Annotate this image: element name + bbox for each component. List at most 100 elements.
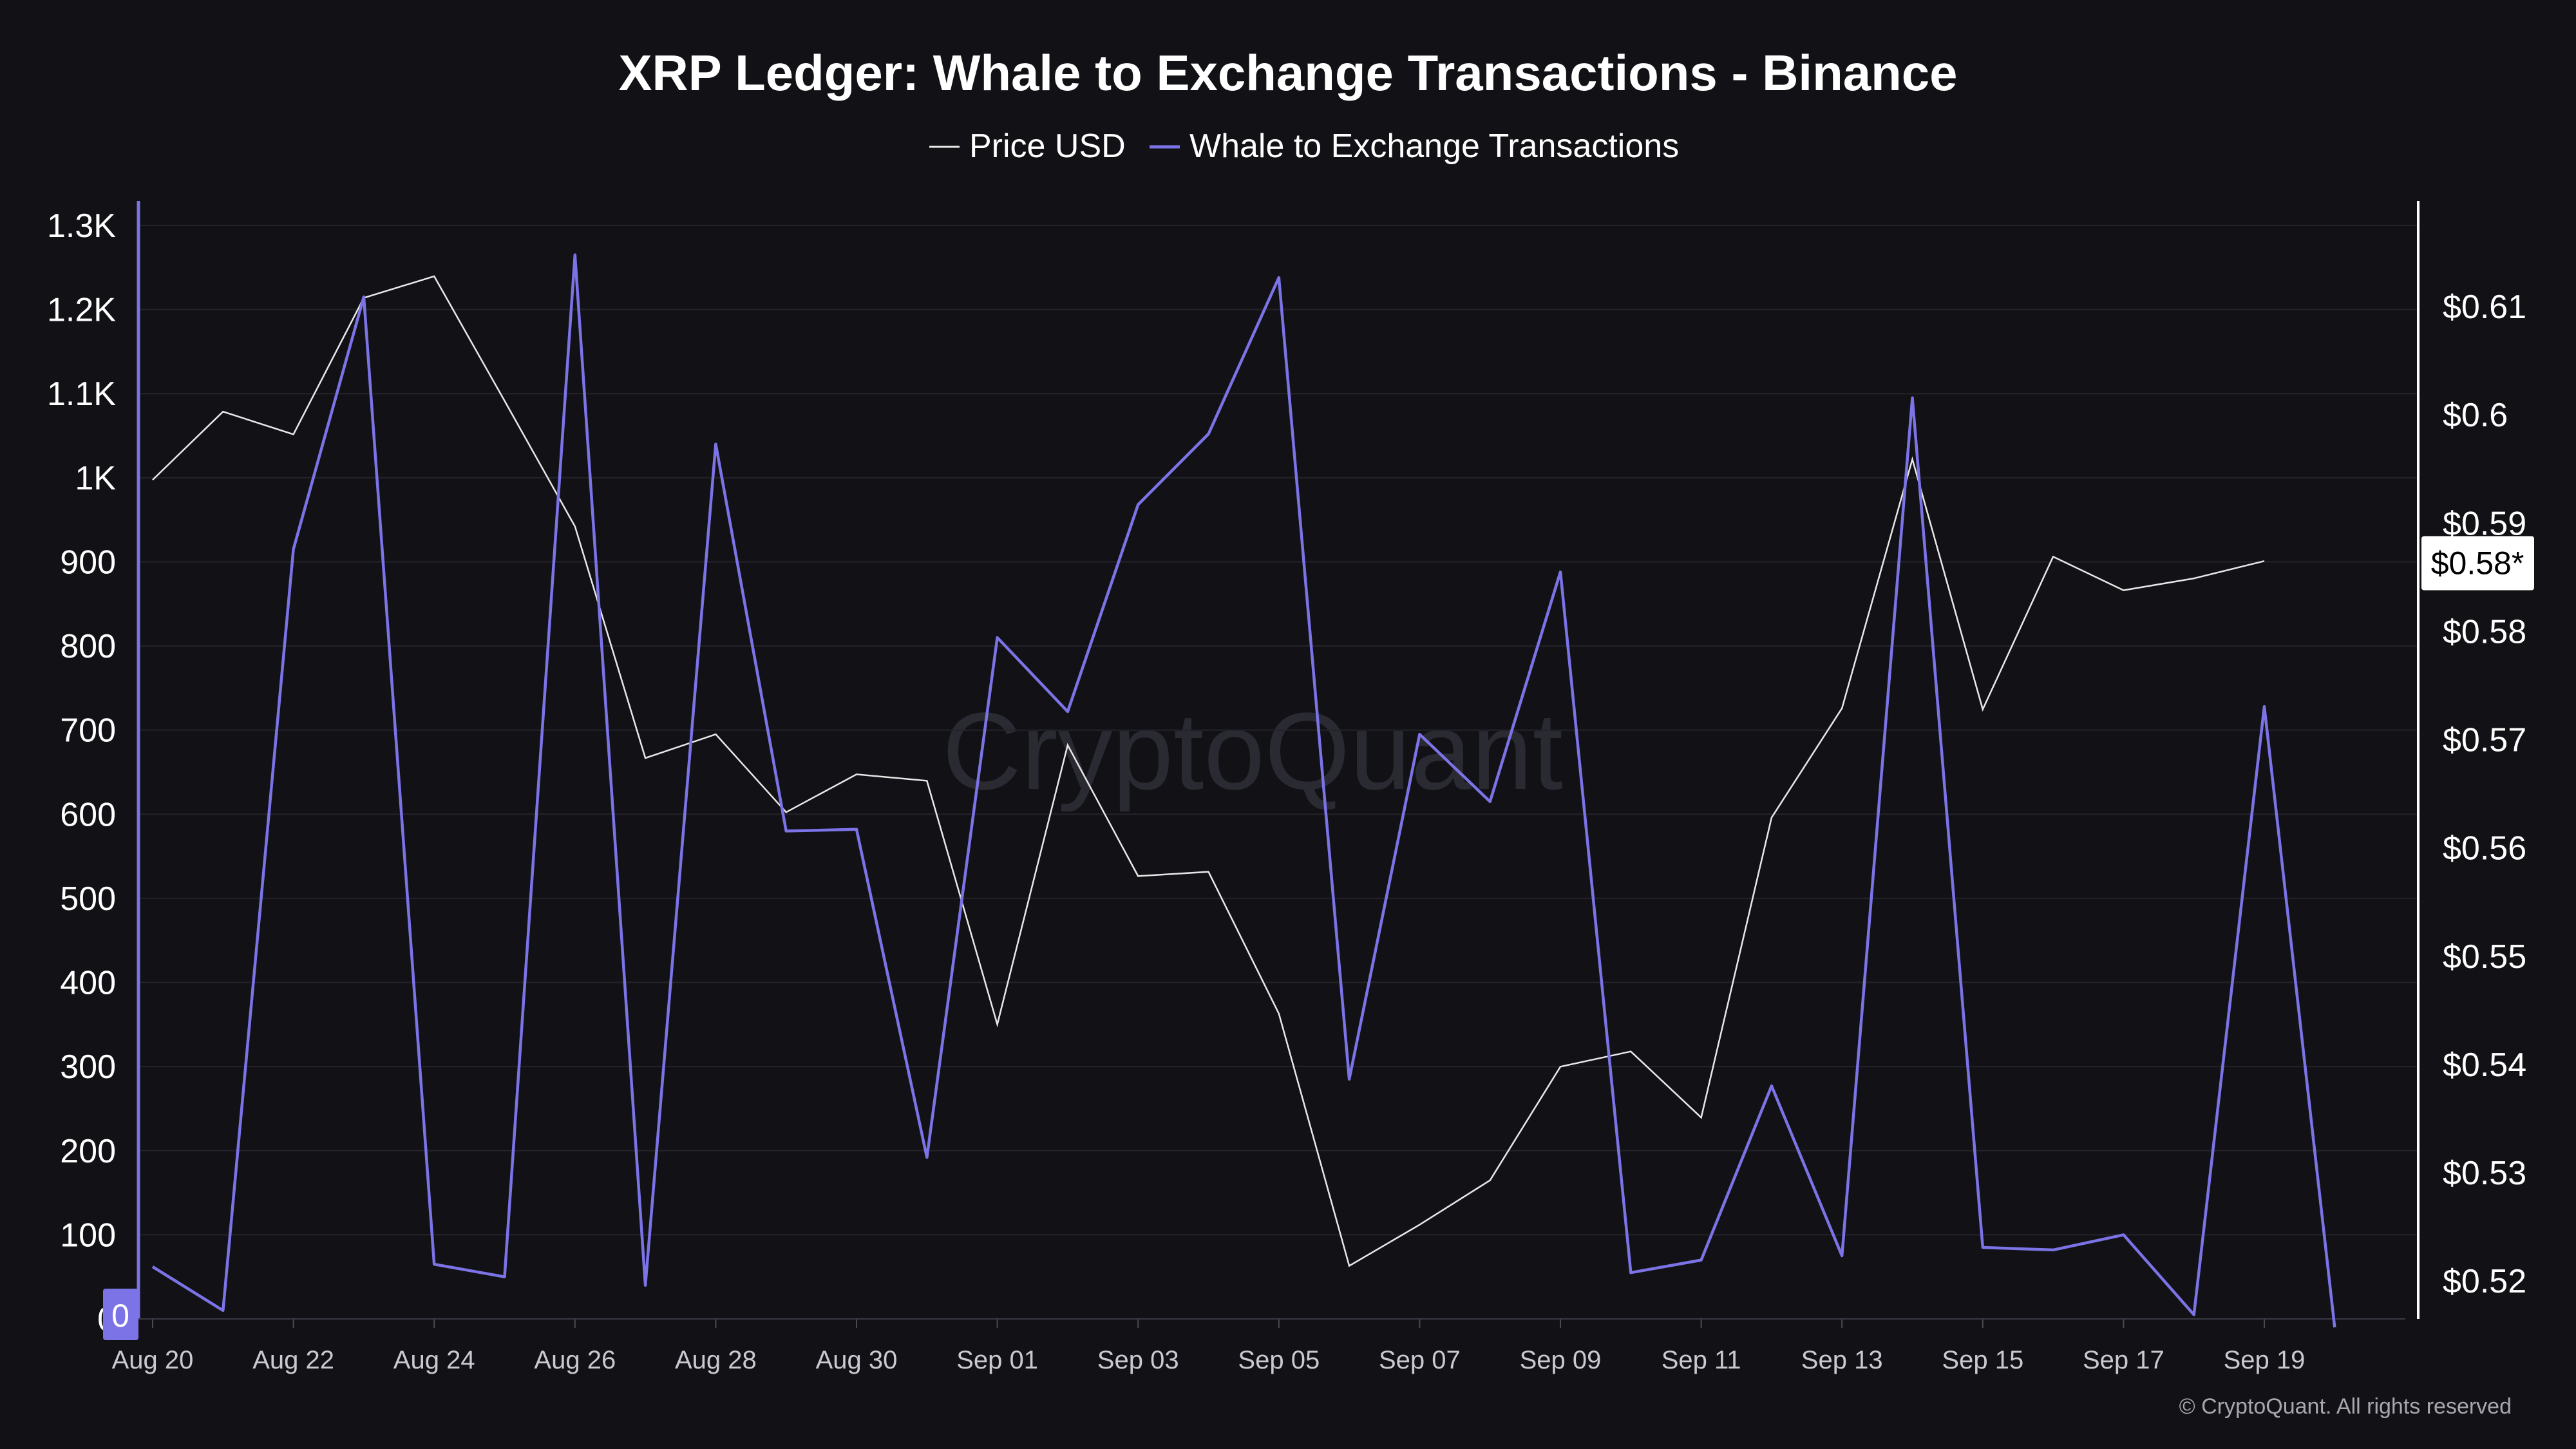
current-whale-badge-label: 0: [111, 1298, 129, 1334]
price-point-17: [1347, 1264, 1351, 1268]
x-tick-label-1: Aug 22: [252, 1346, 334, 1374]
whale-point-31: [2332, 1325, 2337, 1330]
whale-point-1: [220, 1308, 225, 1313]
whale-point-24: [1839, 1253, 1844, 1258]
series-whale-transactions-line[interactable]: [151, 253, 2336, 1328]
whale-point-12: [995, 635, 1000, 640]
left-tick-label-2: 200: [60, 1133, 116, 1170]
whale-point-15: [1206, 431, 1211, 437]
whale-point-3: [361, 294, 366, 299]
left-axis-ticks: 01002003004005006007008009001K1.1K1.2K1.…: [47, 207, 116, 1338]
price-point-25: [1911, 457, 1915, 461]
whale-point-27: [2050, 1247, 2056, 1253]
left-tick-label-13: 1.3K: [47, 207, 116, 245]
whale-point-19: [1488, 799, 1493, 804]
x-tick-label-3: Aug 26: [534, 1346, 616, 1374]
whale-point-8: [713, 442, 718, 447]
price-point-7: [643, 756, 647, 760]
left-tick-label-1: 100: [60, 1217, 116, 1254]
x-tick-label-9: Sep 07: [1379, 1346, 1461, 1374]
right-axis-ticks: $0.52$0.53$0.54$0.55$0.56$0.57$0.58$0.59…: [2443, 289, 2526, 1300]
whale-point-23: [1769, 1083, 1774, 1088]
x-axis-ticks: Aug 20 Aug 22 Aug 24 Aug 26 Aug 28 Aug 30 Sep …: [112, 1319, 2305, 1374]
price-point-22: [1700, 1115, 1703, 1119]
whale-point-6: [573, 252, 578, 258]
whale-point-28: [2121, 1232, 2126, 1237]
x-tick-label-0: Aug 20: [112, 1346, 194, 1374]
x-tick-label-2: Aug 24: [393, 1346, 475, 1374]
current-whale-badge: 0: [103, 1289, 138, 1340]
left-tick-label-12: 1.2K: [47, 292, 116, 329]
whale-point-13: [1065, 709, 1070, 714]
whale-point-20: [1558, 569, 1563, 574]
x-tick-label-12: Sep 13: [1801, 1346, 1883, 1374]
left-tick-label-10: 1K: [75, 460, 116, 497]
left-tick-label-9: 900: [60, 544, 116, 581]
right-tick-label-1: $0.53: [2443, 1155, 2526, 1192]
price-point-16: [1277, 1012, 1281, 1016]
price-point-20: [1558, 1065, 1562, 1068]
current-price-badge: $0.58*: [2421, 536, 2534, 591]
x-tick-label-14: Sep 17: [2083, 1346, 2164, 1374]
whale-point-10: [854, 827, 859, 832]
price-point-14: [1136, 874, 1140, 878]
x-tick-label-10: Sep 09: [1520, 1346, 1602, 1374]
right-tick-label-3: $0.55: [2443, 938, 2526, 976]
price-point-12: [996, 1023, 999, 1027]
whale-point-9: [784, 828, 789, 833]
price-point-19: [1488, 1179, 1492, 1182]
price-point-2: [292, 432, 296, 436]
price-point-24: [1840, 706, 1844, 710]
price-point-8: [714, 732, 717, 736]
left-tick-label-5: 500: [60, 880, 116, 918]
series-price-usd-line[interactable]: [152, 275, 2265, 1267]
left-tick-label-11: 1.1K: [47, 375, 116, 413]
legend: Price USD Whale to Exchange Transactions: [929, 128, 1679, 165]
whale-point-4: [431, 1262, 437, 1267]
x-tick-label-8: Sep 05: [1238, 1346, 1320, 1374]
right-tick-label-8: $0.6: [2443, 397, 2508, 434]
whale-point-0: [150, 1264, 155, 1269]
price-point-28: [2121, 589, 2125, 592]
whale-point-30: [2262, 704, 2267, 709]
whale-point-21: [1628, 1270, 1633, 1275]
price-point-18: [1417, 1223, 1421, 1227]
right-tick-label-9: $0.61: [2443, 289, 2526, 326]
whale-point-25: [1910, 395, 1915, 401]
whale-point-2: [291, 547, 296, 552]
x-tick-label-6: Sep 01: [956, 1346, 1038, 1374]
right-tick-label-6: $0.58: [2443, 613, 2526, 650]
right-tick-label-5: $0.57: [2443, 722, 2526, 759]
price-point-21: [1629, 1050, 1633, 1054]
current-price-badge-label: $0.58*: [2431, 545, 2524, 582]
right-tick-label-0: $0.52: [2443, 1263, 2526, 1300]
whale-point-7: [643, 1283, 648, 1288]
price-point-9: [784, 810, 788, 814]
price-point-10: [855, 772, 858, 776]
price-point-4: [432, 274, 436, 278]
price-point-30: [2262, 559, 2266, 563]
left-tick-label-7: 700: [60, 712, 116, 750]
whale-point-11: [924, 1155, 929, 1160]
right-tick-label-4: $0.56: [2443, 830, 2526, 867]
whale-point-18: [1417, 732, 1422, 737]
x-tick-label-13: Sep 15: [1942, 1346, 2023, 1374]
legend-label-price[interactable]: Price USD: [969, 128, 1126, 165]
price-point-13: [1066, 743, 1070, 747]
price-point-15: [1207, 870, 1211, 874]
price-point-23: [1770, 816, 1774, 820]
watermark: CryptoQuant: [942, 690, 1563, 813]
price-point-27: [2051, 554, 2055, 558]
price-point-29: [2192, 576, 2196, 580]
copyright-notice: © CryptoQuant. All rights reserved: [2179, 1394, 2512, 1419]
price-point-11: [925, 779, 929, 782]
price-point-6: [573, 524, 577, 528]
legend-label-whale[interactable]: Whale to Exchange Transactions: [1189, 128, 1679, 165]
x-tick-label-5: Aug 30: [816, 1346, 898, 1374]
x-tick-label-11: Sep 11: [1662, 1346, 1741, 1374]
price-point-26: [1981, 707, 1985, 711]
x-tick-label-7: Sep 03: [1097, 1346, 1179, 1374]
whale-point-17: [1347, 1077, 1352, 1082]
